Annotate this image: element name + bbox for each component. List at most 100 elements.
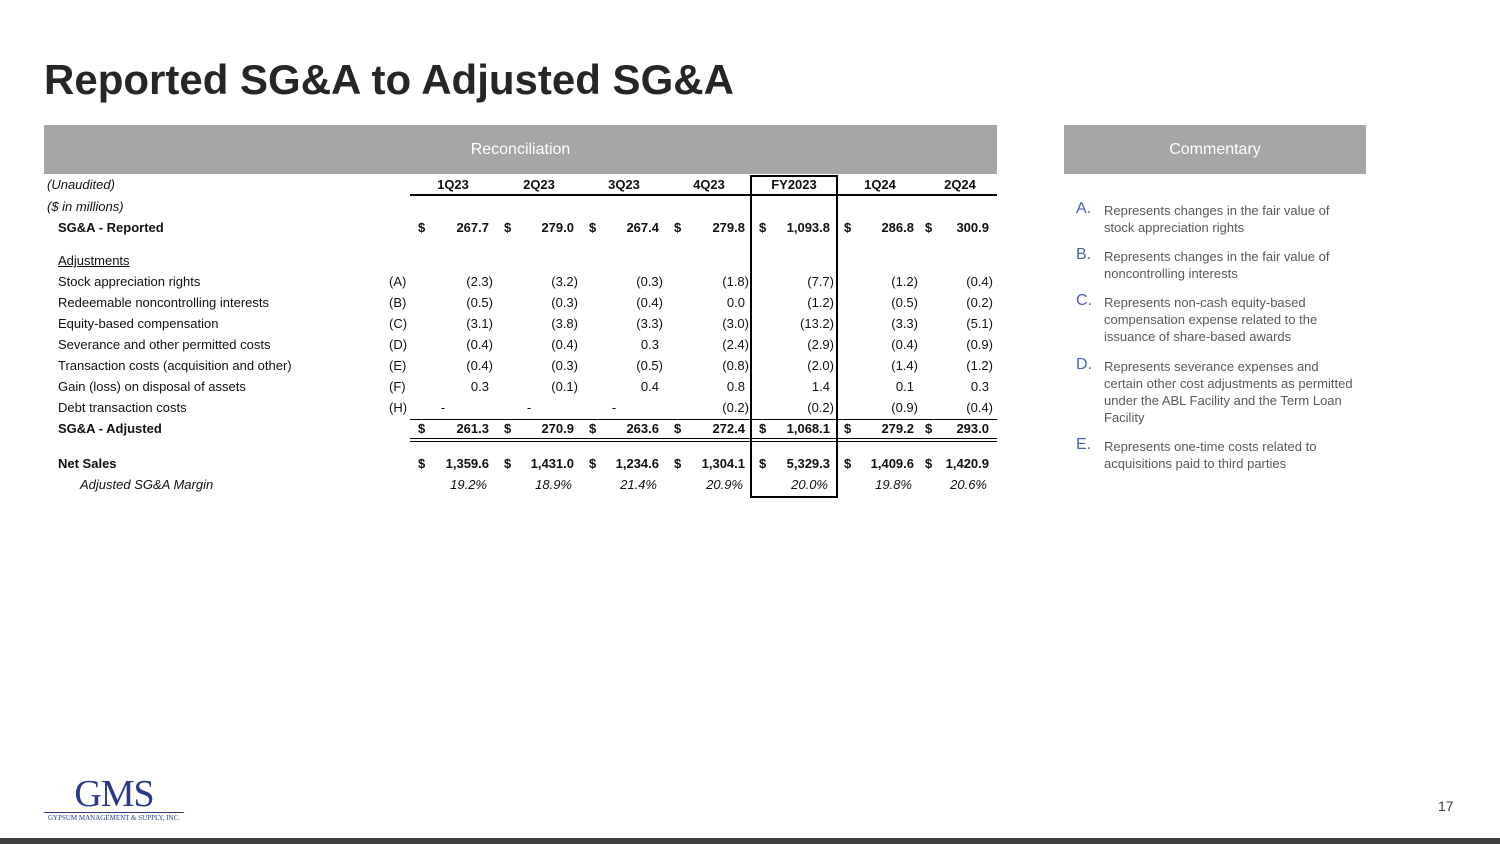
column-header: FY2023 <box>771 177 817 192</box>
adjustment-value: - <box>526 400 532 415</box>
sga-reported-value: 279.8 <box>712 220 745 235</box>
margin-value: 19.2% <box>450 477 487 492</box>
reconciliation-header: Reconciliation <box>44 125 997 174</box>
net-sales-value: 5,329.3 <box>786 456 830 471</box>
sga-adjusted-value: 272.4 <box>712 421 745 436</box>
currency-symbol: $ <box>674 421 682 436</box>
adjustment-label: Gain (loss) on disposal of assets <box>58 379 246 394</box>
adjustment-value: (0.4) <box>891 337 918 352</box>
sga-reported-value: 286.8 <box>881 220 914 235</box>
commentary-text: Represents one-time costs related to acq… <box>1104 439 1317 471</box>
sga-adjusted-value: 270.9 <box>541 421 574 436</box>
currency-symbol: $ <box>925 421 933 436</box>
adjustment-value: (0.4) <box>636 295 663 310</box>
subtotal-rule <box>410 419 997 420</box>
currency-symbol: $ <box>589 220 597 235</box>
margin-value: 19.8% <box>875 477 912 492</box>
logo-subtitle: GYPSUM MANAGEMENT & SUPPLY, INC. <box>44 812 184 823</box>
commentary-text: Represents changes in the fair value of … <box>1104 249 1330 281</box>
margin-value: 20.9% <box>706 477 743 492</box>
adjustment-value: (1.2) <box>891 274 918 289</box>
adjustment-value: (1.4) <box>891 358 918 373</box>
net-sales-value: 1,409.6 <box>870 456 914 471</box>
page-title: Reported SG&A to Adjusted SG&A <box>44 56 734 103</box>
margin-value: 20.0% <box>791 477 828 492</box>
column-header: 1Q24 <box>864 177 896 192</box>
currency-symbol: $ <box>504 456 512 471</box>
adjustment-ref: (F) <box>389 379 406 394</box>
sga-adjusted-value: 261.3 <box>456 421 489 436</box>
adjustment-label: Debt transaction costs <box>58 400 187 415</box>
adjustment-ref: (H) <box>389 400 408 415</box>
adjustment-value: (5.1) <box>966 316 993 331</box>
currency-symbol: $ <box>844 421 852 436</box>
adjustment-value: (3.2) <box>551 274 578 289</box>
sga-adjusted-value: 263.6 <box>626 421 659 436</box>
adjustment-value: 0.8 <box>726 379 745 394</box>
adjustment-value: (0.2) <box>807 400 834 415</box>
net-sales-value: 1,431.0 <box>530 456 574 471</box>
net-sales-value: 1,359.6 <box>445 456 489 471</box>
adjustment-value: 1.4 <box>811 379 830 394</box>
adjustment-value: 0.3 <box>640 337 659 352</box>
unaudited-note: (Unaudited) <box>47 177 115 192</box>
adjustment-value: (2.9) <box>807 337 834 352</box>
commentary-letter: B. <box>1076 246 1092 263</box>
adjustment-value: (0.3) <box>551 295 578 310</box>
adjustment-value: - <box>440 400 446 415</box>
adjustment-value: 0.0 <box>726 295 745 310</box>
margin-label: Adjusted SG&A Margin <box>80 477 214 492</box>
sga-reported-value: 267.7 <box>456 220 489 235</box>
adjustment-ref: (E) <box>389 358 407 373</box>
adjustment-value: (3.3) <box>636 316 663 331</box>
adjustment-ref: (D) <box>389 337 408 352</box>
margin-value: 18.9% <box>535 477 572 492</box>
sga-adjusted-value: 293.0 <box>956 421 989 436</box>
adjustment-value: (0.2) <box>722 400 749 415</box>
currency-symbol: $ <box>589 456 597 471</box>
commentary-letter: E. <box>1076 436 1092 453</box>
margin-value: 21.4% <box>620 477 657 492</box>
commentary-item: E. Represents one-time costs related to a… <box>1076 436 1356 472</box>
adjustment-value: (2.3) <box>466 274 493 289</box>
commentary-item: A. Represents changes in the fair value o… <box>1076 200 1356 236</box>
currency-symbol: $ <box>844 220 852 235</box>
page-number: 17 <box>1438 798 1454 814</box>
adjustment-value: 0.1 <box>895 379 914 394</box>
adjustment-label: Equity-based compensation <box>58 316 219 331</box>
adjustment-value: (0.3) <box>551 358 578 373</box>
column-header: 2Q24 <box>944 177 976 192</box>
adjustment-ref: (B) <box>389 295 407 310</box>
adjustment-value: (0.5) <box>891 295 918 310</box>
column-header: 1Q23 <box>437 177 469 192</box>
adjustment-value: 0.3 <box>470 379 489 394</box>
commentary-header: Commentary <box>1064 125 1366 174</box>
commentary-item: D. Represents severance expenses and cert… <box>1076 356 1356 426</box>
sga-reported-label: SG&A - Reported <box>58 220 164 235</box>
commentary-item: B. Represents changes in the fair value o… <box>1076 246 1356 282</box>
adjustment-label: Transaction costs (acquisition and other… <box>58 358 292 373</box>
adjustment-ref: (C) <box>389 316 408 331</box>
adjustment-value: (0.8) <box>722 358 749 373</box>
adjustment-value: (0.1) <box>551 379 578 394</box>
commentary-text: Represents changes in the fair value of … <box>1104 203 1330 235</box>
sga-reported-value: 300.9 <box>956 220 989 235</box>
margin-value: 20.6% <box>950 477 987 492</box>
double-rule-top <box>410 438 997 439</box>
sga-adjusted-label: SG&A - Adjusted <box>58 421 162 436</box>
adjustment-ref: (A) <box>389 274 407 289</box>
adjustment-value: 0.3 <box>970 379 989 394</box>
commentary-text: Represents severance expenses and certai… <box>1104 359 1353 425</box>
adjustment-value: (3.3) <box>891 316 918 331</box>
currency-symbol: $ <box>674 456 682 471</box>
currency-symbol: $ <box>759 421 767 436</box>
adjustment-value: (3.1) <box>466 316 493 331</box>
adjustment-value: (1.8) <box>722 274 749 289</box>
net-sales-value: 1,304.1 <box>701 456 745 471</box>
adjustment-value: (0.4) <box>966 400 993 415</box>
adjustment-value: (0.3) <box>636 274 663 289</box>
net-sales-value: 1,420.9 <box>945 456 989 471</box>
commentary-letter: C. <box>1076 292 1092 309</box>
adjustment-value: (0.2) <box>966 295 993 310</box>
